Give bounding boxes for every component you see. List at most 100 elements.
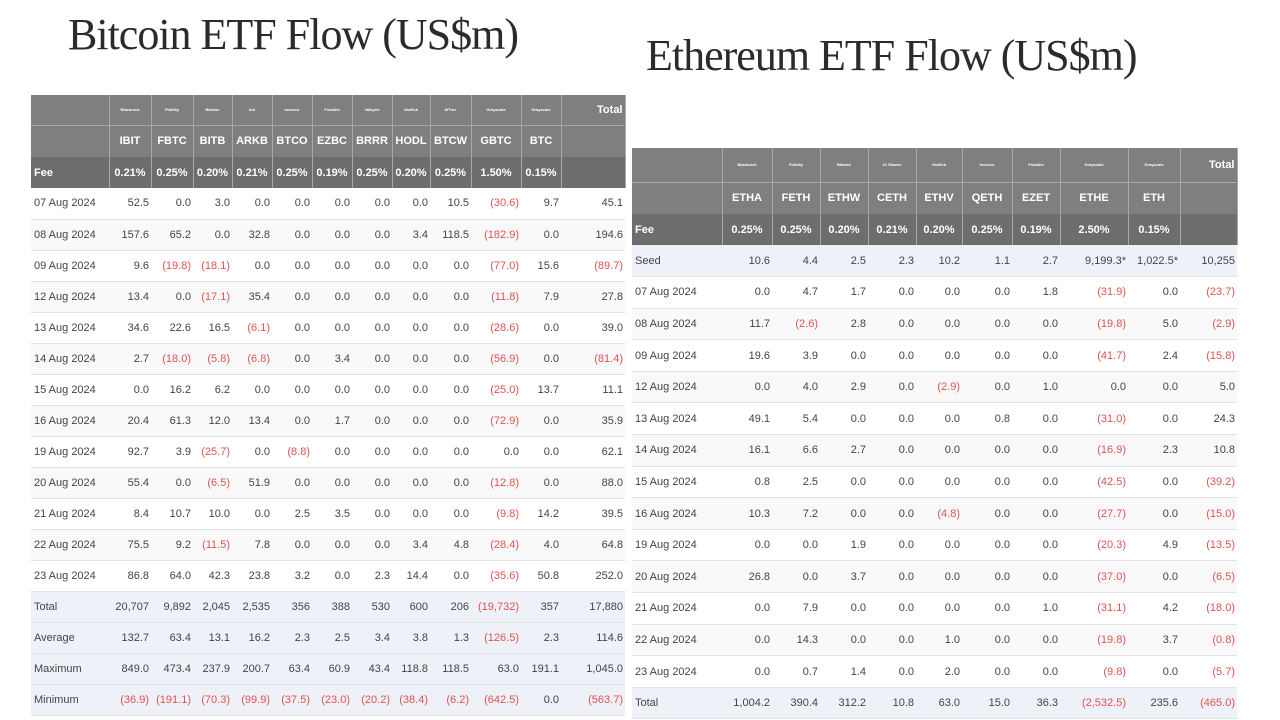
flow-value: 0.0 xyxy=(312,436,352,468)
flow-value: (19.8) xyxy=(151,250,193,282)
flow-value: 0.0 xyxy=(312,188,352,220)
date-row: 14 Aug 2024 2.7 (18.0) (5.8) (6.8) 0.0 3.4 0.0 0… xyxy=(31,343,625,375)
flow-value: 2.8 xyxy=(820,308,868,341)
fee-row: Fee 0.25% 0.25% 0.20% 0.21% 0.20% 0.25% … xyxy=(632,214,1238,245)
flow-value: 0.0 xyxy=(1012,466,1060,499)
flow-value: (13.5) xyxy=(1180,529,1237,562)
flow-value: 0.0 xyxy=(868,529,916,562)
row-label: 23 Aug 2024 xyxy=(31,560,109,592)
flow-value: (77.0) xyxy=(471,250,521,282)
flow-value: 0.0 xyxy=(232,436,272,468)
flow-value: (19,732) xyxy=(471,591,521,623)
issuer-name: Franklin xyxy=(312,95,353,125)
fee-value: 0.25% xyxy=(722,214,773,245)
flow-value: 0.0 xyxy=(232,374,272,406)
issuer-name: Invesco xyxy=(272,95,313,125)
flow-value: 0.0 xyxy=(1012,308,1060,341)
flow-value: 7.2 xyxy=(772,497,820,530)
flow-value: (2,532.5) xyxy=(1060,687,1128,720)
flow-value: 22.6 xyxy=(151,312,193,344)
flow-value: 0.0 xyxy=(430,374,471,406)
summary-row: Total 20,707 9,892 2,045 2,535 356 388 530 600 20… xyxy=(31,591,625,623)
flow-value: 0.0 xyxy=(352,467,392,499)
flow-value: 0.0 xyxy=(272,281,312,313)
flow-value: (99.9) xyxy=(232,684,272,716)
ticker: BTCO xyxy=(272,124,313,157)
date-row: 16 Aug 2024 10.3 7.2 0.0 0.0 (4.8) 0.0 0.0 (27.7… xyxy=(632,497,1237,530)
flow-value: 0.0 xyxy=(962,560,1012,594)
row-label: 16 Aug 2024 xyxy=(632,497,722,530)
flow-value: (35.6) xyxy=(471,560,521,592)
flow-value: (15.8) xyxy=(1180,339,1237,372)
flow-value: 3.9 xyxy=(151,436,193,468)
date-row: 21 Aug 2024 0.0 7.9 0.0 0.0 0.0 0.0 1.0 (31.1) 4.… xyxy=(632,592,1237,625)
fee-value: 0.25% xyxy=(430,157,472,188)
issuer-name: Grayscale xyxy=(1060,148,1129,182)
flow-value: (6.1) xyxy=(232,312,272,344)
flow-value: 0.0 xyxy=(820,624,868,657)
flow-value: 34.6 xyxy=(109,312,151,344)
date-row: 22 Aug 2024 0.0 14.3 0.0 0.0 1.0 0.0 0.0 (19.8) 3… xyxy=(632,624,1237,657)
row-label: Seed xyxy=(632,245,722,278)
date-row: 22 Aug 2024 75.5 9.2 (11.5) 7.8 0.0 0.0 0.0 3.4 4… xyxy=(31,529,625,561)
fee-row: Fee 0.21% 0.25% 0.20% 0.21% 0.25% 0.19% … xyxy=(31,157,626,188)
flow-value: 0.0 xyxy=(1128,402,1180,436)
flow-value: 0.0 xyxy=(352,405,392,437)
flow-value: (31.9) xyxy=(1060,276,1128,309)
issuer-name: Ark xyxy=(232,95,273,125)
flow-value: 4.2 xyxy=(1128,592,1180,625)
flow-value: 235.6 xyxy=(1128,687,1180,720)
flow-value: 88.0 xyxy=(561,467,625,499)
flow-value: 600 xyxy=(392,591,430,623)
flow-value: 0.0 xyxy=(272,467,312,499)
flow-value: 191.1 xyxy=(521,653,561,685)
flow-value: 0.0 xyxy=(312,281,352,313)
flow-value: 0.0 xyxy=(430,250,471,282)
issuer-name: Invesco xyxy=(962,148,1013,182)
flow-value: 0.0 xyxy=(722,624,772,657)
flow-value: 0.0 xyxy=(352,219,392,251)
flow-value: (38.4) xyxy=(392,684,430,716)
summary-row: Average 132.7 63.4 13.1 16.2 2.3 2.5 3.4 3.8 1.3(… xyxy=(31,622,625,654)
flow-value: 1.4 xyxy=(820,655,868,688)
row-label: 07 Aug 2024 xyxy=(632,276,722,309)
flow-value: 0.0 xyxy=(820,339,868,372)
flow-value: 10.6 xyxy=(722,245,772,278)
row-label: 08 Aug 2024 xyxy=(632,308,722,341)
date-row: 12 Aug 2024 0.0 4.0 2.9 0.0 (2.9) 0.0 1.0 0.0 0.0… xyxy=(632,371,1237,404)
flow-value: 23.8 xyxy=(232,560,272,592)
flow-value: 0.0 xyxy=(193,219,232,251)
flow-value: 0.0 xyxy=(232,250,272,282)
flow-value: 0.0 xyxy=(312,467,352,499)
flow-value: 42.3 xyxy=(193,560,232,592)
date-row: 19 Aug 2024 0.0 0.0 1.9 0.0 0.0 0.0 0.0 (20.3) 4.… xyxy=(632,529,1237,562)
flow-value: 0.0 xyxy=(1012,402,1060,436)
flow-value: 5.0 xyxy=(1128,308,1180,341)
flow-value: 118.5 xyxy=(430,219,471,251)
flow-value: 390.4 xyxy=(772,687,820,720)
corner-cell xyxy=(31,124,110,157)
flow-value: 0.0 xyxy=(352,498,392,530)
flow-value: 52.5 xyxy=(109,188,151,220)
flow-value: 51.9 xyxy=(232,467,272,499)
flow-value: 63.4 xyxy=(272,653,312,685)
ethereum-title: Ethereum ETF Flow (US$m) xyxy=(646,31,1138,80)
bitcoin-flow-table: Blackrock Fidelity Bitwise Ark Invesco F… xyxy=(31,95,626,716)
flow-value: 0.0 xyxy=(868,402,916,436)
flow-value: 1,004.2 xyxy=(722,687,772,720)
flow-value: 39.0 xyxy=(561,312,625,344)
flow-value: (12.8) xyxy=(471,467,521,499)
flow-value: 0.0 xyxy=(722,529,772,562)
flow-value: (9.8) xyxy=(471,498,521,530)
ticker: ARKB xyxy=(232,124,273,157)
flow-value: (0.8) xyxy=(1180,624,1237,657)
issuer-name: WTree xyxy=(430,95,472,125)
flow-value: 1.7 xyxy=(312,405,352,437)
flow-value: 2.3 xyxy=(352,560,392,592)
flow-value: 0.0 xyxy=(312,250,352,282)
flow-value: 10,255 xyxy=(1180,245,1237,278)
flow-value: 0.0 xyxy=(430,281,471,313)
row-label: 16 Aug 2024 xyxy=(31,405,109,437)
flow-value: 10.3 xyxy=(722,497,772,530)
flow-value: 0.0 xyxy=(1012,339,1060,372)
